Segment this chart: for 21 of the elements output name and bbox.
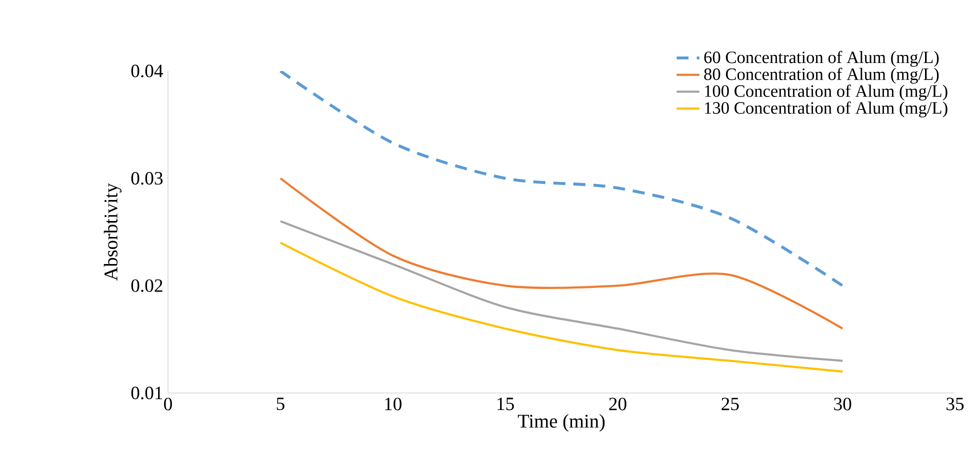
x-tick-label: 20: [609, 398, 626, 410]
y-tick-label: 0.01: [131, 386, 162, 400]
x-tick-label: 30: [834, 398, 852, 410]
line-series: [279, 177, 844, 330]
line-series: [279, 242, 844, 373]
x-tick-label: 15: [498, 398, 514, 410]
y-axis-title: Absorbtivity: [104, 183, 122, 281]
legend-label: 60 Concentration of Alum (mg/L): [704, 50, 939, 67]
y-tick-label: 0.03: [131, 172, 163, 185]
x-tick-label: 35: [946, 398, 964, 410]
y-tick-label: 0.04: [131, 64, 164, 78]
x-tick-label: 5: [276, 398, 284, 410]
line-series: [279, 220, 844, 362]
x-tick-label: 25: [722, 398, 739, 410]
x-tick-label: 10: [385, 398, 402, 410]
legend-label: 80 Concentration of Alum (mg/L): [704, 68, 939, 84]
legend-label: 130 Concentration of Alum (mg/L): [705, 101, 948, 118]
x-axis-title: Time (min): [518, 414, 605, 432]
x-tick-label: 0: [164, 398, 172, 410]
y-tick-label: 0.02: [131, 279, 162, 292]
legend-label: 100 Concentration of Alum (mg/L): [705, 84, 948, 101]
